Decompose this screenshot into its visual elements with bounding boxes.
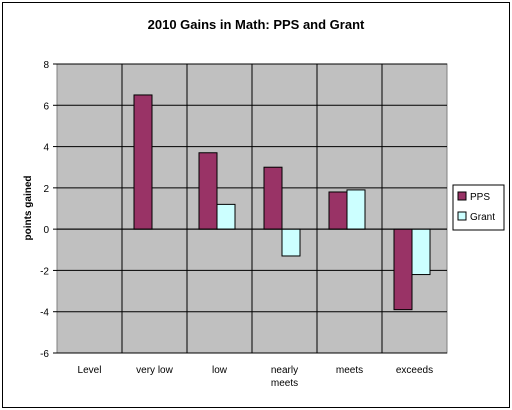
x-tick-label: low [212,365,228,376]
legend: PPS Grant [452,184,505,231]
bar-grant-5 [411,228,431,276]
y-tick-label: -2 [40,266,49,277]
chart-title: 2010 Gains in Math: PPS and Grant [148,17,365,32]
bar-grant-4 [346,189,366,230]
x-axis: Level very low low nearly meets meets exceeds [78,365,434,389]
y-tick-label: -4 [40,308,49,319]
y-tick-label: 4 [43,143,49,154]
x-tick-label: very low [136,365,173,376]
bar-grant-2 [216,203,236,230]
legend-label-grant: Grant [470,212,495,223]
bar-pps-4 [328,191,348,230]
bar-pps-5 [393,228,413,311]
x-tick-label: nearly [271,365,298,376]
x-tick-label: exceeds [396,365,433,376]
bar-grant-3 [281,228,301,257]
bar-pps-3 [263,166,283,230]
legend-label-pps: PPS [470,192,490,203]
x-tick-label: Level [78,365,102,376]
y-axis: -6 -4 -2 0 2 4 6 8 [40,60,57,360]
y-axis-label: points gained [23,176,34,241]
y-tick-label: 2 [43,184,49,195]
bar-pps-2 [198,152,218,230]
x-tick-label: meets [336,365,363,376]
y-tick-label: -6 [40,349,49,360]
y-tick-label: 0 [43,225,49,236]
x-tick-label: meets [271,378,298,389]
legend-swatch-grant [457,211,467,221]
y-tick-label: 8 [43,60,49,71]
legend-swatch-pps [457,191,467,201]
y-tick-label: 6 [43,101,49,112]
bar-pps-1 [133,94,153,230]
